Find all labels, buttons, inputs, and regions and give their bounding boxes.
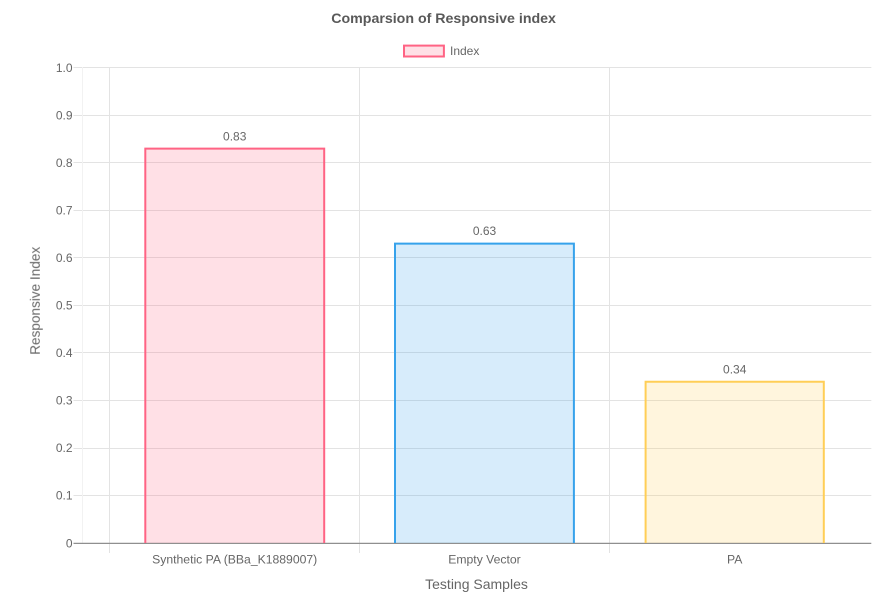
svg-text:0.83: 0.83: [223, 129, 247, 143]
svg-text:Index: Index: [450, 44, 479, 58]
svg-text:0.4: 0.4: [56, 346, 73, 360]
svg-text:0.63: 0.63: [473, 224, 497, 238]
svg-text:Testing Samples: Testing Samples: [425, 576, 528, 592]
svg-text:0: 0: [66, 536, 73, 550]
svg-text:1.0: 1.0: [56, 61, 73, 75]
svg-text:0.2: 0.2: [56, 441, 73, 455]
svg-text:0.9: 0.9: [56, 108, 73, 122]
svg-text:0.34: 0.34: [723, 362, 747, 376]
svg-text:0.6: 0.6: [56, 251, 73, 265]
svg-text:Responsive Index: Responsive Index: [28, 247, 43, 355]
svg-text:0.8: 0.8: [56, 156, 73, 170]
svg-text:0.3: 0.3: [56, 394, 73, 408]
svg-text:0.7: 0.7: [56, 203, 73, 217]
svg-text:0.5: 0.5: [56, 299, 73, 313]
svg-text:Synthetic PA (BBa_K1889007): Synthetic PA (BBa_K1889007): [152, 553, 317, 567]
svg-text:0.1: 0.1: [56, 489, 73, 503]
svg-text:Comparsion of Responsive index: Comparsion of Responsive index: [331, 11, 556, 27]
svg-text:Empty Vector: Empty Vector: [448, 553, 520, 567]
svg-text:PA: PA: [727, 553, 743, 567]
